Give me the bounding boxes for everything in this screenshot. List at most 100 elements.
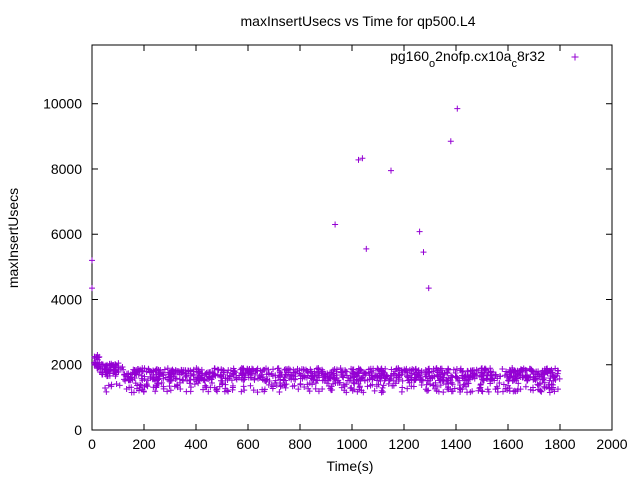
data-point	[470, 371, 477, 378]
data-point	[505, 377, 512, 384]
y-tick-label: 2000	[51, 357, 82, 373]
data-point	[343, 389, 350, 396]
data-point	[98, 360, 105, 367]
data-point	[212, 372, 219, 379]
data-point	[423, 381, 430, 388]
data-point	[306, 388, 313, 395]
data-point	[155, 380, 162, 387]
data-point	[152, 388, 159, 395]
data-point	[113, 381, 120, 388]
data-point	[233, 376, 240, 383]
data-point	[491, 377, 498, 384]
data-point	[422, 386, 429, 393]
data-point	[308, 374, 315, 381]
data-point	[101, 367, 108, 374]
data-point	[497, 373, 504, 380]
data-point	[457, 367, 464, 374]
data-point	[309, 381, 316, 388]
data-point	[195, 370, 202, 377]
data-point	[453, 365, 460, 372]
data-point	[387, 375, 394, 382]
data-point	[505, 377, 512, 384]
data-point	[272, 372, 279, 379]
data-point	[285, 365, 292, 372]
data-point-outlier	[454, 105, 461, 112]
data-point	[376, 375, 383, 382]
data-point	[426, 368, 433, 375]
data-point	[132, 369, 139, 376]
data-point	[143, 382, 150, 389]
data-point	[526, 365, 533, 372]
data-point	[177, 385, 184, 392]
data-point	[356, 366, 363, 373]
data-point	[281, 381, 288, 388]
data-point	[406, 379, 413, 386]
data-point	[479, 369, 486, 376]
data-point	[191, 371, 198, 378]
data-point	[266, 377, 273, 384]
data-point	[282, 384, 289, 391]
data-point	[487, 380, 494, 387]
data-point	[389, 382, 396, 389]
data-point	[499, 366, 506, 373]
data-point	[527, 374, 534, 381]
data-point	[428, 374, 435, 381]
data-point	[319, 386, 326, 393]
data-point	[433, 387, 440, 394]
data-point	[108, 362, 115, 369]
data-point	[378, 389, 385, 396]
data-point	[449, 381, 456, 388]
data-point	[527, 386, 534, 393]
data-point	[93, 354, 100, 361]
data-point	[252, 371, 259, 378]
data-point	[209, 380, 216, 387]
data-point	[240, 383, 247, 390]
data-point	[424, 377, 431, 384]
data-point	[399, 384, 406, 391]
data-point	[375, 381, 382, 388]
data-point	[287, 373, 294, 380]
data-point	[351, 370, 358, 377]
data-point	[315, 388, 322, 395]
data-point	[205, 388, 212, 395]
data-point	[307, 368, 314, 375]
data-point	[105, 382, 112, 389]
data-point	[448, 372, 455, 379]
data-point	[516, 369, 523, 376]
data-point	[255, 375, 262, 382]
x-axis: 0 200 400 600 800 1000 1200 1400 1600 1800 2000	[88, 45, 628, 452]
data-point	[550, 373, 557, 380]
data-point	[202, 382, 209, 389]
data-point	[223, 387, 230, 394]
data-point	[209, 369, 216, 376]
data-point	[269, 385, 276, 392]
data-point	[265, 381, 272, 388]
data-point	[276, 368, 283, 375]
data-point-outlier	[355, 156, 362, 163]
data-point	[339, 373, 346, 380]
data-point	[395, 374, 402, 381]
data-point	[167, 387, 174, 394]
data-point	[482, 365, 489, 372]
data-point	[138, 375, 145, 382]
data-point	[410, 383, 417, 390]
data-point	[439, 367, 446, 374]
x-tick-label: 400	[184, 436, 208, 452]
data-point	[166, 383, 173, 390]
data-point	[297, 380, 304, 387]
data-point	[145, 365, 152, 372]
data-point	[313, 377, 320, 384]
x-tick-label: 1600	[492, 436, 523, 452]
data-point	[250, 387, 257, 394]
x-tick-label: 800	[288, 436, 312, 452]
data-point	[141, 365, 148, 372]
data-point	[201, 376, 208, 383]
data-point	[484, 371, 491, 378]
data-point	[537, 388, 544, 395]
data-point	[508, 369, 515, 376]
legend-marker	[571, 53, 579, 61]
data-point	[331, 376, 338, 383]
data-point	[239, 371, 246, 378]
data-point	[127, 371, 134, 378]
data-point	[113, 368, 120, 375]
